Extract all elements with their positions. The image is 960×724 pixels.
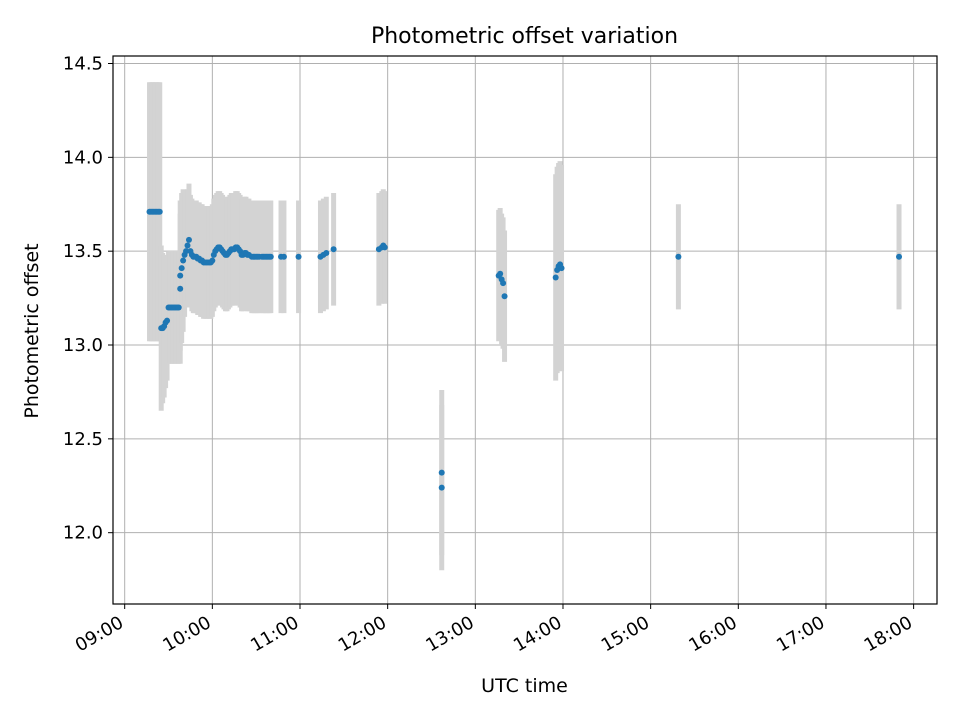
data-point xyxy=(330,246,337,253)
data-point xyxy=(381,244,388,251)
data-point xyxy=(175,304,182,311)
data-point xyxy=(177,272,184,279)
data-point xyxy=(500,280,507,287)
data-point xyxy=(183,248,190,255)
data-point xyxy=(164,317,171,324)
data-point xyxy=(280,253,287,260)
y-axis-ticks: 12.0 12.5 13.0 13.5 14.0 14.5 xyxy=(63,54,113,544)
data-point xyxy=(438,484,445,491)
y-tick-label: 12.5 xyxy=(63,429,103,450)
y-tick-label: 14.0 xyxy=(63,147,103,168)
data-point xyxy=(497,270,504,277)
data-point xyxy=(896,253,903,260)
data-point xyxy=(180,257,187,264)
data-point xyxy=(501,293,508,300)
data-point xyxy=(267,253,274,260)
y-tick-label: 12.0 xyxy=(63,523,103,544)
data-point xyxy=(552,274,559,281)
data-point xyxy=(209,257,216,264)
data-point xyxy=(323,250,330,257)
plot-area-frame xyxy=(112,55,938,605)
data-point xyxy=(438,469,445,476)
chart-title: Photometric offset variation xyxy=(371,24,678,49)
data-point xyxy=(295,253,302,260)
x-axis-label: UTC time xyxy=(481,675,568,697)
y-tick-label: 13.0 xyxy=(63,335,103,356)
y-tick-label: 13.5 xyxy=(63,241,103,262)
data-point xyxy=(178,265,185,272)
data-point xyxy=(156,208,163,215)
data-point xyxy=(558,265,565,272)
y-axis-label: Photometric offset xyxy=(21,243,43,418)
data-point xyxy=(185,236,192,243)
data-point xyxy=(675,253,682,260)
y-tick-label: 14.5 xyxy=(63,54,103,75)
data-point xyxy=(184,242,191,249)
data-point-layer xyxy=(146,208,903,491)
data-point xyxy=(177,285,184,292)
